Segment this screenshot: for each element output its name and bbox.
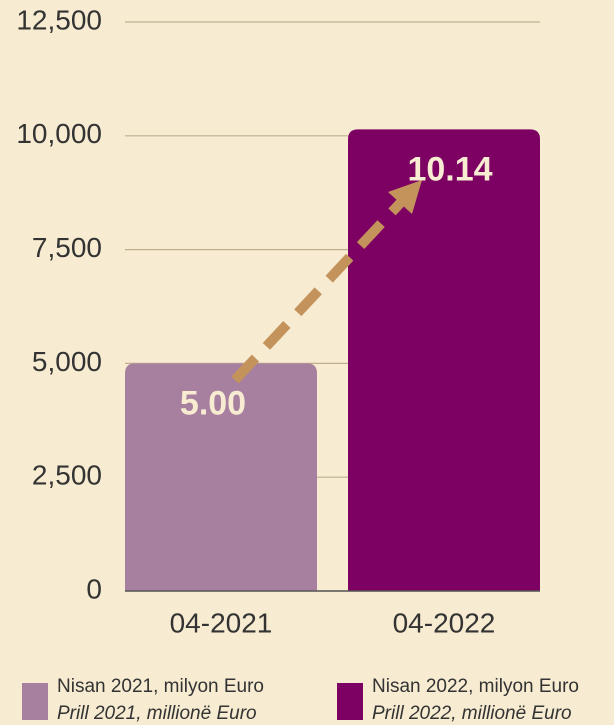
arrow-head — [388, 180, 422, 214]
labels: 0 2,500 5,000 7,500 10,000 12,500 04-2021 04-20… — [16, 4, 579, 724]
data-label: 5.00 — [180, 384, 246, 422]
legend-sublabel: Prill 2021, millionë Euro — [57, 703, 257, 724]
legend-label: Nisan 2021, milyon Euro — [57, 676, 264, 697]
arrow-shaft — [231, 194, 409, 384]
data-label: 10.14 — [407, 150, 492, 188]
y-tick-label: 2,500 — [32, 460, 102, 491]
legend-label: Nisan 2022, milyon Euro — [372, 676, 579, 697]
y-tick-label: 0 — [86, 573, 102, 604]
legend-swatch — [337, 683, 363, 720]
bars — [125, 129, 540, 592]
legend-sublabel: Prill 2022, millionë Euro — [372, 703, 572, 724]
bar — [125, 363, 317, 591]
y-tick-label: 12,500 — [16, 4, 102, 35]
bar — [348, 129, 540, 592]
y-tick-label: 10,000 — [16, 118, 102, 149]
x-tick-label: 04-2021 — [170, 607, 273, 638]
y-tick-label: 7,500 — [32, 232, 102, 263]
x-tick-label: 04-2022 — [393, 607, 496, 638]
y-tick-label: 5,000 — [32, 346, 102, 377]
trend-arrow — [231, 180, 422, 384]
legend-swatch — [22, 683, 48, 720]
